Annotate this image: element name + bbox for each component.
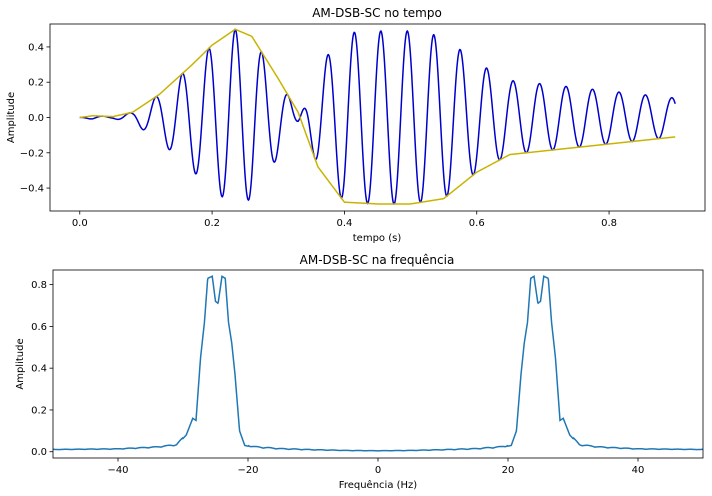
time-plot-ylabel: Amplitude <box>6 92 17 143</box>
frequency-plot-title: AM-DSB-SC na frequência <box>300 253 455 267</box>
x-tick-label: 0.8 <box>601 218 617 229</box>
y-tick-label: 0.8 <box>31 280 47 291</box>
time-plot-y-ticks: −0.4 −0.2 0.0 0.2 0.4 <box>20 42 50 195</box>
x-tick-label: 0.4 <box>336 218 352 229</box>
y-tick-label: 0.0 <box>28 113 44 124</box>
frequency-plot-y-ticks: 0.0 0.2 0.4 0.6 0.8 <box>31 280 53 458</box>
spectrum-line <box>53 274 703 452</box>
y-tick-label: −0.4 <box>20 184 44 195</box>
frequency-plot-series <box>53 274 703 452</box>
envelope-line <box>79 28 676 205</box>
y-tick-label: 0.4 <box>31 364 47 375</box>
x-tick-label: 40 <box>632 465 645 476</box>
y-tick-label: 0.4 <box>28 42 44 53</box>
frequency-plot-ylabel: Amplitude <box>15 338 26 389</box>
y-tick-label: 0.6 <box>31 322 47 333</box>
x-tick-label: 0 <box>375 465 381 476</box>
y-tick-label: −0.2 <box>20 148 44 159</box>
time-plot-xlabel: tempo (s) <box>353 233 402 244</box>
frequency-domain-plot: AM-DSB-SC na frequência −40 −20 0 20 40 0.00… <box>15 253 704 491</box>
y-tick-label: 0.2 <box>28 78 44 89</box>
frequency-plot-frame <box>52 269 704 459</box>
time-plot-x-ticks: 0.0 0.2 0.4 0.6 0.8 <box>72 211 617 229</box>
time-domain-plot: AM-DSB-SC no tempo 0.0 0.2 0.4 0.6 0.8 −0.4−… <box>6 6 706 244</box>
x-tick-label: 0.2 <box>204 218 220 229</box>
x-tick-label: −20 <box>237 465 258 476</box>
x-tick-label: 0.6 <box>469 218 485 229</box>
modulated-signal-line <box>79 28 676 205</box>
x-tick-label: 0.0 <box>72 218 88 229</box>
y-tick-label: 0.2 <box>31 405 47 416</box>
x-tick-label: −40 <box>107 465 128 476</box>
time-plot-title: AM-DSB-SC no tempo <box>312 6 442 20</box>
frequency-plot-xlabel: Frequência (Hz) <box>339 479 417 491</box>
time-plot-series <box>79 28 676 205</box>
frequency-plot-x-ticks: −40 −20 0 20 40 <box>107 458 644 476</box>
y-tick-label: 0.0 <box>31 447 47 458</box>
x-tick-label: 20 <box>502 465 515 476</box>
